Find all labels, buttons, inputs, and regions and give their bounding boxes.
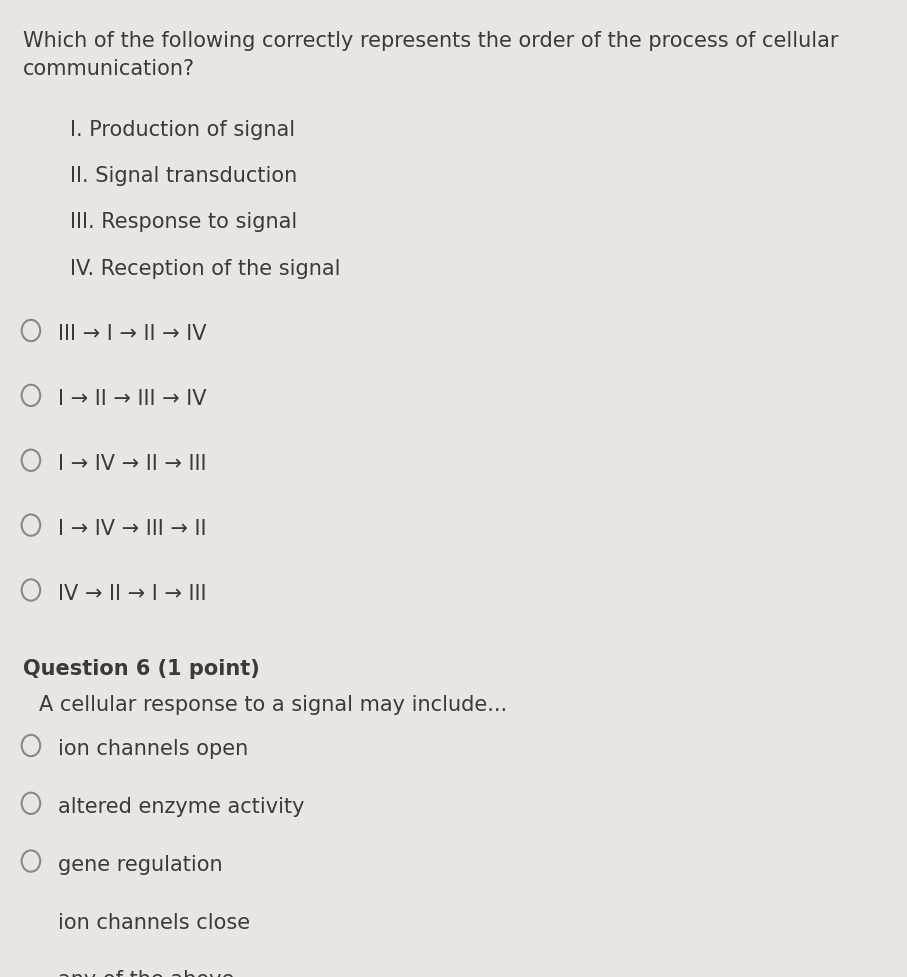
Text: ion channels open: ion channels open: [58, 739, 249, 758]
Text: IV. Reception of the signal: IV. Reception of the signal: [70, 258, 340, 278]
Text: III → I → II → IV: III → I → II → IV: [58, 324, 207, 344]
Text: IV → II → I → III: IV → II → I → III: [58, 583, 207, 603]
Text: II. Signal transduction: II. Signal transduction: [70, 166, 297, 186]
Text: Which of the following correctly represents the order of the process of cellular: Which of the following correctly represe…: [24, 31, 839, 79]
Text: III. Response to signal: III. Response to signal: [70, 212, 297, 233]
Text: ion channels close: ion channels close: [58, 912, 250, 932]
Text: any of the above: any of the above: [58, 969, 234, 977]
Text: Question 6 (1 point): Question 6 (1 point): [24, 658, 260, 679]
Text: I → II → III → IV: I → II → III → IV: [58, 389, 207, 408]
Text: I. Production of signal: I. Production of signal: [70, 120, 295, 140]
Text: A cellular response to a signal may include...: A cellular response to a signal may incl…: [39, 695, 507, 714]
Text: altered enzyme activity: altered enzyme activity: [58, 796, 305, 817]
Text: I → IV → III → II: I → IV → III → II: [58, 519, 207, 538]
Text: I → IV → II → III: I → IV → II → III: [58, 453, 207, 474]
Text: gene regulation: gene regulation: [58, 854, 222, 874]
